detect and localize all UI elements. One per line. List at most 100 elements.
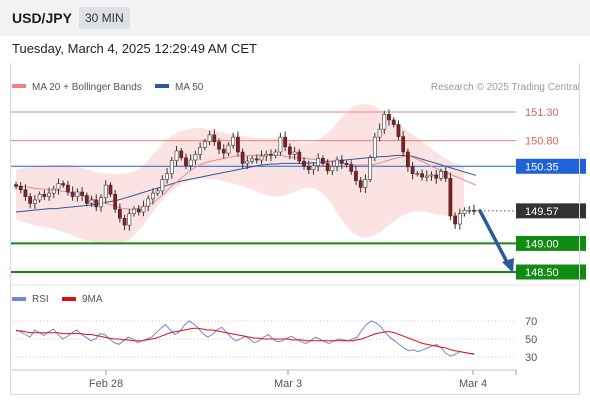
candle-body <box>66 184 70 193</box>
candle-body <box>278 136 283 153</box>
candle-body <box>151 192 155 200</box>
candle-body <box>198 147 203 155</box>
chart-header: USD/JPY 30 MIN <box>0 0 590 36</box>
pivot-label-box-150-35 <box>516 158 586 174</box>
candle-body <box>127 213 132 226</box>
candle-body <box>405 151 410 168</box>
candle-body <box>56 183 61 190</box>
resistance-label-150-80: 150.80 <box>525 136 559 148</box>
support-label-box-148-50 <box>516 264 586 280</box>
candle-body <box>184 157 188 167</box>
candle-body <box>254 158 259 161</box>
candle-body <box>84 195 89 204</box>
candle-body <box>23 189 28 197</box>
candle-body <box>207 134 212 143</box>
candle-body <box>113 193 118 210</box>
bollinger-band-area <box>16 104 464 246</box>
candle-body <box>387 113 391 121</box>
candle-body <box>179 150 184 159</box>
symbol-title: USD/JPY <box>12 10 72 26</box>
candle-body <box>212 134 217 143</box>
candle-body <box>354 171 358 181</box>
candle-body <box>103 184 108 199</box>
candle-body <box>283 136 288 148</box>
forecast-arrow-shaft <box>478 209 510 266</box>
candle-body <box>37 193 42 201</box>
timestamp: Tuesday, March 4, 2025 12:29:49 AM CET <box>12 41 257 56</box>
candle-body <box>221 148 226 154</box>
candle-body <box>420 173 424 178</box>
candle-body <box>443 171 448 179</box>
candle-body <box>410 166 415 175</box>
candle-body <box>472 209 476 212</box>
rsi-line <box>15 320 474 357</box>
candle-body <box>231 136 236 146</box>
rsi-ma-legend-swatch <box>62 297 76 301</box>
candle-body <box>250 158 254 162</box>
x-tick-label-2: Mar 4 <box>459 378 487 390</box>
candle-body <box>462 209 467 215</box>
candle-body <box>429 174 434 177</box>
candle-body <box>297 151 302 162</box>
candle-body <box>325 163 330 172</box>
last-price-label: 149.57 <box>525 206 559 218</box>
candle-body <box>174 150 179 161</box>
candle-body <box>457 213 462 225</box>
candle-body <box>439 171 443 179</box>
candle-body <box>141 205 146 213</box>
support-label-box-149-00 <box>516 235 586 251</box>
candle-body <box>202 141 207 148</box>
candle-body <box>188 159 193 167</box>
legend-swatch-ma20-bb <box>12 84 26 88</box>
candle-body <box>259 155 264 161</box>
candle-body <box>146 198 151 207</box>
x-tick-label-0: Feb 28 <box>89 378 123 390</box>
rsi-tick-50: 50 <box>525 334 537 346</box>
candle-body <box>160 179 165 192</box>
rsi-ma-line <box>16 327 475 355</box>
watermark: Research © 2025 Trading Central <box>431 82 580 93</box>
timeframe-button[interactable]: 30 MIN <box>79 7 130 29</box>
candle-body <box>287 146 292 155</box>
candle-body <box>240 151 245 164</box>
rsi-tick-30: 30 <box>525 352 537 364</box>
candle-body <box>89 199 94 204</box>
x-tick-label-1: Mar 3 <box>274 378 302 390</box>
candle-body <box>292 151 297 155</box>
candle-body <box>132 208 136 215</box>
legend-label-ma50: MA 50 <box>175 82 204 93</box>
candle-body <box>306 165 311 171</box>
candle-body <box>122 217 127 226</box>
candle-body <box>467 209 472 212</box>
candle-body <box>155 190 160 194</box>
candle-body <box>61 183 66 186</box>
candle-body <box>269 153 273 156</box>
pivot-label-150-35: 150.35 <box>525 161 559 173</box>
candle-body <box>448 177 453 217</box>
candle-body <box>401 136 406 153</box>
candle-body <box>363 179 368 188</box>
candle-body <box>415 173 420 176</box>
candle-body <box>264 153 269 157</box>
candle-body <box>377 128 382 138</box>
candle-body <box>382 113 387 130</box>
candle-body <box>226 144 231 154</box>
candle-body <box>117 208 122 219</box>
candle-body <box>32 199 37 204</box>
candle-body <box>396 124 401 137</box>
candle-body <box>14 184 18 187</box>
candle-body <box>349 164 354 172</box>
candle-body <box>169 160 174 175</box>
candle-body <box>434 174 439 179</box>
candle-body <box>51 188 56 194</box>
candle-body <box>344 163 349 165</box>
candle-body <box>236 136 240 153</box>
candle-body <box>28 196 33 204</box>
candle-body <box>217 141 221 150</box>
rsi-legend-swatch <box>12 297 26 301</box>
candle-body <box>358 180 363 188</box>
last-price-label-box <box>516 203 586 219</box>
candle-body <box>339 159 344 164</box>
candle-body <box>273 151 278 156</box>
